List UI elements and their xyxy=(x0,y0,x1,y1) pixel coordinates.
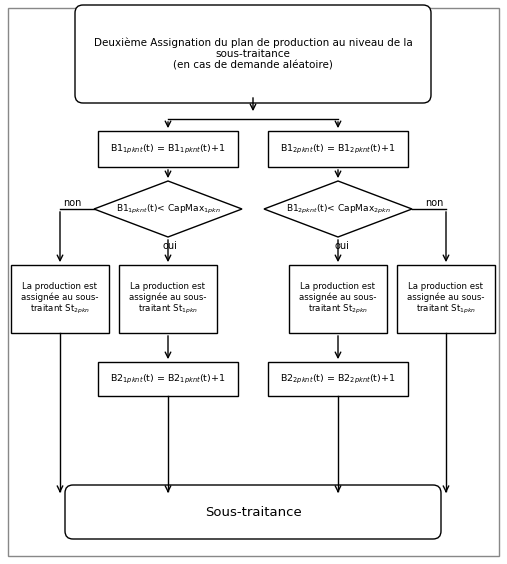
Text: B2$_{2pknt}$(t) = B2$_{2pknt}$(t)+1: B2$_{2pknt}$(t) = B2$_{2pknt}$(t)+1 xyxy=(280,372,396,386)
FancyBboxPatch shape xyxy=(119,265,217,333)
Text: oui: oui xyxy=(335,241,349,251)
Text: non: non xyxy=(425,198,443,208)
FancyBboxPatch shape xyxy=(8,8,499,556)
Text: La production est
assignée au sous-
traitant St$_{1pkn}$: La production est assignée au sous- trai… xyxy=(407,281,485,316)
Text: oui: oui xyxy=(163,241,177,251)
Text: B2$_{1pknt}$(t) = B2$_{1pknt}$(t)+1: B2$_{1pknt}$(t) = B2$_{1pknt}$(t)+1 xyxy=(110,372,226,386)
FancyBboxPatch shape xyxy=(268,131,408,167)
Text: non: non xyxy=(63,198,81,208)
Text: Deuxième Assignation du plan de production au niveau de la
sous-traitance
(en ca: Deuxième Assignation du plan de producti… xyxy=(94,37,412,71)
Text: B1$_{2pknt}$(t) = B1$_{2pknt}$(t)+1: B1$_{2pknt}$(t) = B1$_{2pknt}$(t)+1 xyxy=(280,143,396,156)
FancyBboxPatch shape xyxy=(98,131,238,167)
FancyBboxPatch shape xyxy=(289,265,387,333)
FancyBboxPatch shape xyxy=(65,485,441,539)
Text: La production est
assignée au sous-
traitant St$_{2pkn}$: La production est assignée au sous- trai… xyxy=(299,281,377,316)
Text: B1$_{2pknt}$(t)< CapMax$_{2pkn}$: B1$_{2pknt}$(t)< CapMax$_{2pkn}$ xyxy=(285,202,390,215)
Text: B1$_{1pknt}$(t)< CapMax$_{1pkn}$: B1$_{1pknt}$(t)< CapMax$_{1pkn}$ xyxy=(116,202,221,215)
FancyBboxPatch shape xyxy=(98,362,238,396)
FancyBboxPatch shape xyxy=(397,265,495,333)
Text: La production est
assignée au sous-
traitant St$_{1pkn}$: La production est assignée au sous- trai… xyxy=(129,281,207,316)
Text: Sous-traitance: Sous-traitance xyxy=(205,505,301,518)
Text: B1$_{1pknt}$(t) = B1$_{1pknt}$(t)+1: B1$_{1pknt}$(t) = B1$_{1pknt}$(t)+1 xyxy=(110,143,226,156)
FancyBboxPatch shape xyxy=(75,5,431,103)
Polygon shape xyxy=(94,181,242,237)
Polygon shape xyxy=(264,181,412,237)
Text: La production est
assignée au sous-
traitant St$_{2pkn}$: La production est assignée au sous- trai… xyxy=(21,281,99,316)
FancyBboxPatch shape xyxy=(11,265,109,333)
FancyBboxPatch shape xyxy=(268,362,408,396)
